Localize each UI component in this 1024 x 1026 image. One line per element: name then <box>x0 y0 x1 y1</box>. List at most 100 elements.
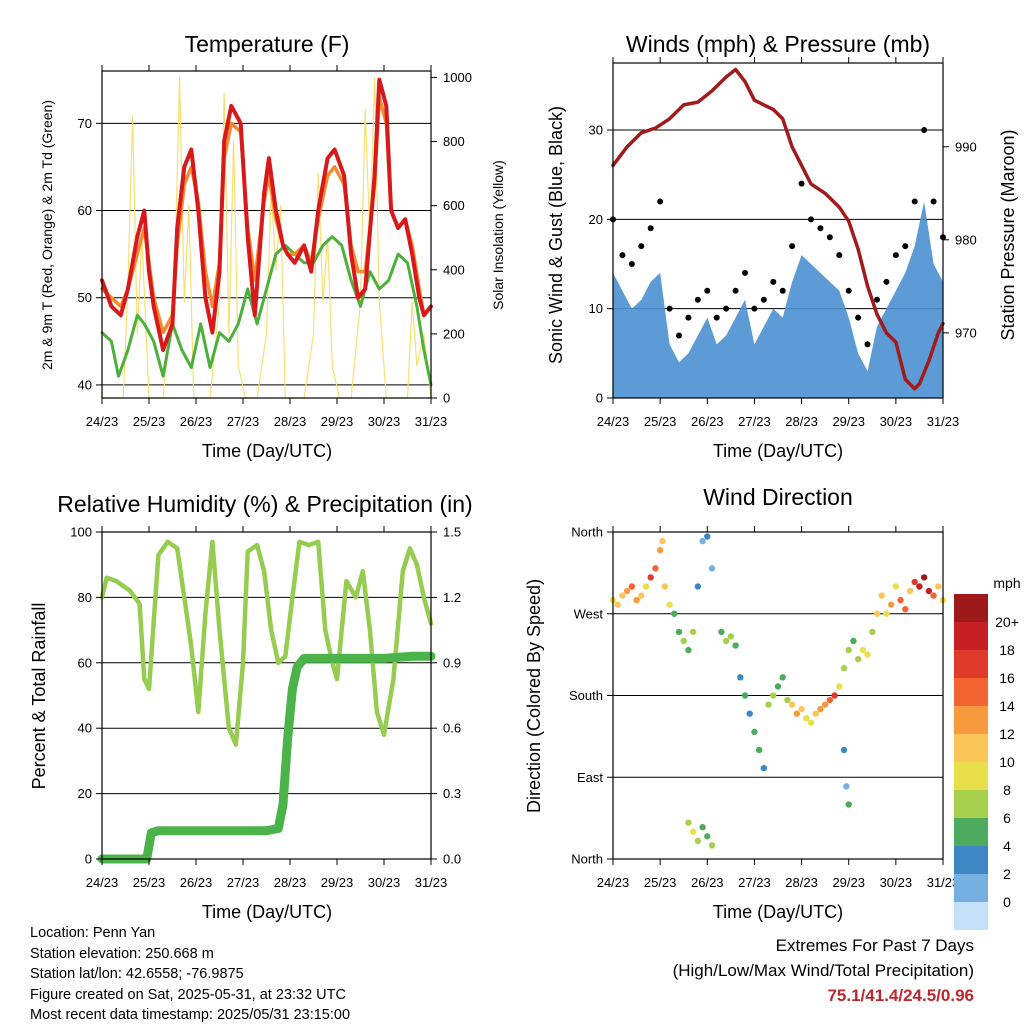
y2-tick-label-5: 1000 <box>443 70 472 85</box>
temperature-title: Temperature (F) <box>185 31 350 57</box>
direction-point-18 <box>689 628 697 636</box>
direction-point-48 <box>807 719 815 726</box>
gust-point-24 <box>836 252 843 259</box>
direction-point-76 <box>925 587 933 595</box>
y-tick-label-5: 100 <box>70 525 92 540</box>
direction-point-68 <box>887 601 895 608</box>
humidity-panel: Relative Humidity (%) & Precipitation (i… <box>29 491 473 922</box>
legend-swatch-4 <box>954 706 988 734</box>
direction-point-70 <box>897 596 904 604</box>
direction-point-56 <box>845 646 852 654</box>
y-tick-label-3: 70 <box>78 116 92 131</box>
pressure-series-line <box>611 67 945 391</box>
gust-point-1 <box>619 252 626 259</box>
direction-point-3 <box>623 587 631 595</box>
legend-swatch-5 <box>954 734 988 762</box>
y-tick-label-4: North <box>571 525 603 540</box>
x-tick-label-0: 24/23 <box>597 414 630 429</box>
y2-tick-label-3: 0.9 <box>443 655 461 670</box>
direction-point-41 <box>774 683 782 690</box>
y2-tick-label-2: 400 <box>443 262 465 277</box>
direction-point-61 <box>854 655 862 663</box>
info-location: Location: Penn Yan <box>30 925 156 941</box>
y-tick-label-1: 50 <box>78 290 92 305</box>
direction-point-50 <box>817 705 824 713</box>
direction-point-49 <box>812 710 819 717</box>
temperature-y-label: 2m & 9m T (Red, Orange) & 2m Td (Green) <box>39 100 55 370</box>
direction-y-label: Direction (Colored By Speed) <box>524 579 544 813</box>
legend-swatch-1 <box>954 622 988 650</box>
x-tick-label-3: 27/23 <box>738 414 771 429</box>
x-tick-label-2: 26/23 <box>691 875 724 890</box>
direction-point-25 <box>694 837 702 845</box>
y2-tick-label-5: 1.5 <box>443 525 461 540</box>
wind-series-area <box>613 201 943 398</box>
direction-point-62 <box>859 646 867 654</box>
gust-point-16 <box>760 296 767 303</box>
info-recent: Most recent data timestamp: 2025/05/31 2… <box>30 1007 351 1023</box>
direction-point-40 <box>770 692 777 699</box>
direction-point-57 <box>840 746 848 754</box>
direction-x-label: Time (Day/UTC) <box>713 902 843 922</box>
direction-point-63 <box>864 651 871 658</box>
direction-point-20 <box>699 537 706 545</box>
direction-point-34 <box>741 692 749 699</box>
y2-tick-label-0: 0.0 <box>443 852 461 867</box>
y-tick-label-0: 0 <box>85 852 92 867</box>
gust-point-3 <box>638 243 645 250</box>
solar-series-line <box>101 76 432 399</box>
x-tick-label-7: 31/23 <box>415 414 448 429</box>
direction-point-11 <box>659 537 666 545</box>
x-tick-label-3: 27/23 <box>227 875 260 890</box>
direction-point-66 <box>878 592 885 599</box>
y2-tick-label-1: 200 <box>443 326 465 341</box>
direction-point-52 <box>826 696 834 704</box>
gust-point-25 <box>845 287 852 294</box>
direction-point-22 <box>708 565 716 572</box>
direction-point-35 <box>746 710 753 717</box>
gust-point-6 <box>666 305 673 312</box>
legend-label-3: 14 <box>999 698 1015 714</box>
direction-point-45 <box>793 710 801 717</box>
y-tick-label-2: 40 <box>78 721 92 736</box>
gust-point-30 <box>892 252 899 259</box>
y-tick-label-0: 0 <box>596 391 603 406</box>
legend-swatch-2 <box>954 650 988 678</box>
gust-point-21 <box>808 216 814 223</box>
gust-point-13 <box>732 287 739 294</box>
gust-point-9 <box>694 296 701 303</box>
humidity-x-label: Time (Day/UTC) <box>202 902 332 922</box>
y-tick-label-4: 80 <box>78 590 92 605</box>
direction-point-1 <box>614 601 621 608</box>
station-info: Location: Penn Yan Station elevation: 25… <box>30 923 350 1026</box>
x-tick-label-2: 26/23 <box>180 414 213 429</box>
x-tick-label-0: 24/23 <box>86 875 119 890</box>
x-tick-label-0: 24/23 <box>86 414 119 429</box>
legend-label-4: 12 <box>999 726 1015 742</box>
plot-frame <box>612 62 944 399</box>
y2-tick-label-4: 800 <box>443 134 465 149</box>
direction-point-60 <box>850 637 857 645</box>
y-tick-label-2: South <box>569 688 603 703</box>
y2-tick-label-0: 0 <box>443 391 450 406</box>
gust-point-5 <box>657 198 664 205</box>
y2-tick-label-0: 970 <box>955 325 977 340</box>
legend-label-5: 10 <box>999 754 1015 770</box>
legend-swatch-3 <box>954 678 988 706</box>
extremes-values: 75.1/41.4/24.5/0.96 <box>827 986 974 1005</box>
y2-tick-label-1: 980 <box>955 232 977 247</box>
humidity-y-label: Percent & Total Rainfall <box>29 603 49 790</box>
gust-point-11 <box>713 314 720 321</box>
x-tick-label-6: 30/23 <box>368 875 401 890</box>
direction-point-5 <box>633 596 640 604</box>
gust-point-23 <box>826 234 833 241</box>
x-tick-label-1: 25/23 <box>644 875 677 890</box>
direction-point-64 <box>869 628 876 636</box>
direction-point-16 <box>680 637 687 645</box>
direction-point-26 <box>699 824 706 831</box>
info-created: Figure created on Sat, 2025-05-31, at 23… <box>30 986 346 1003</box>
direction-point-9 <box>652 565 659 572</box>
x-tick-label-6: 30/23 <box>880 414 913 429</box>
y-tick-label-3: 30 <box>589 123 603 138</box>
